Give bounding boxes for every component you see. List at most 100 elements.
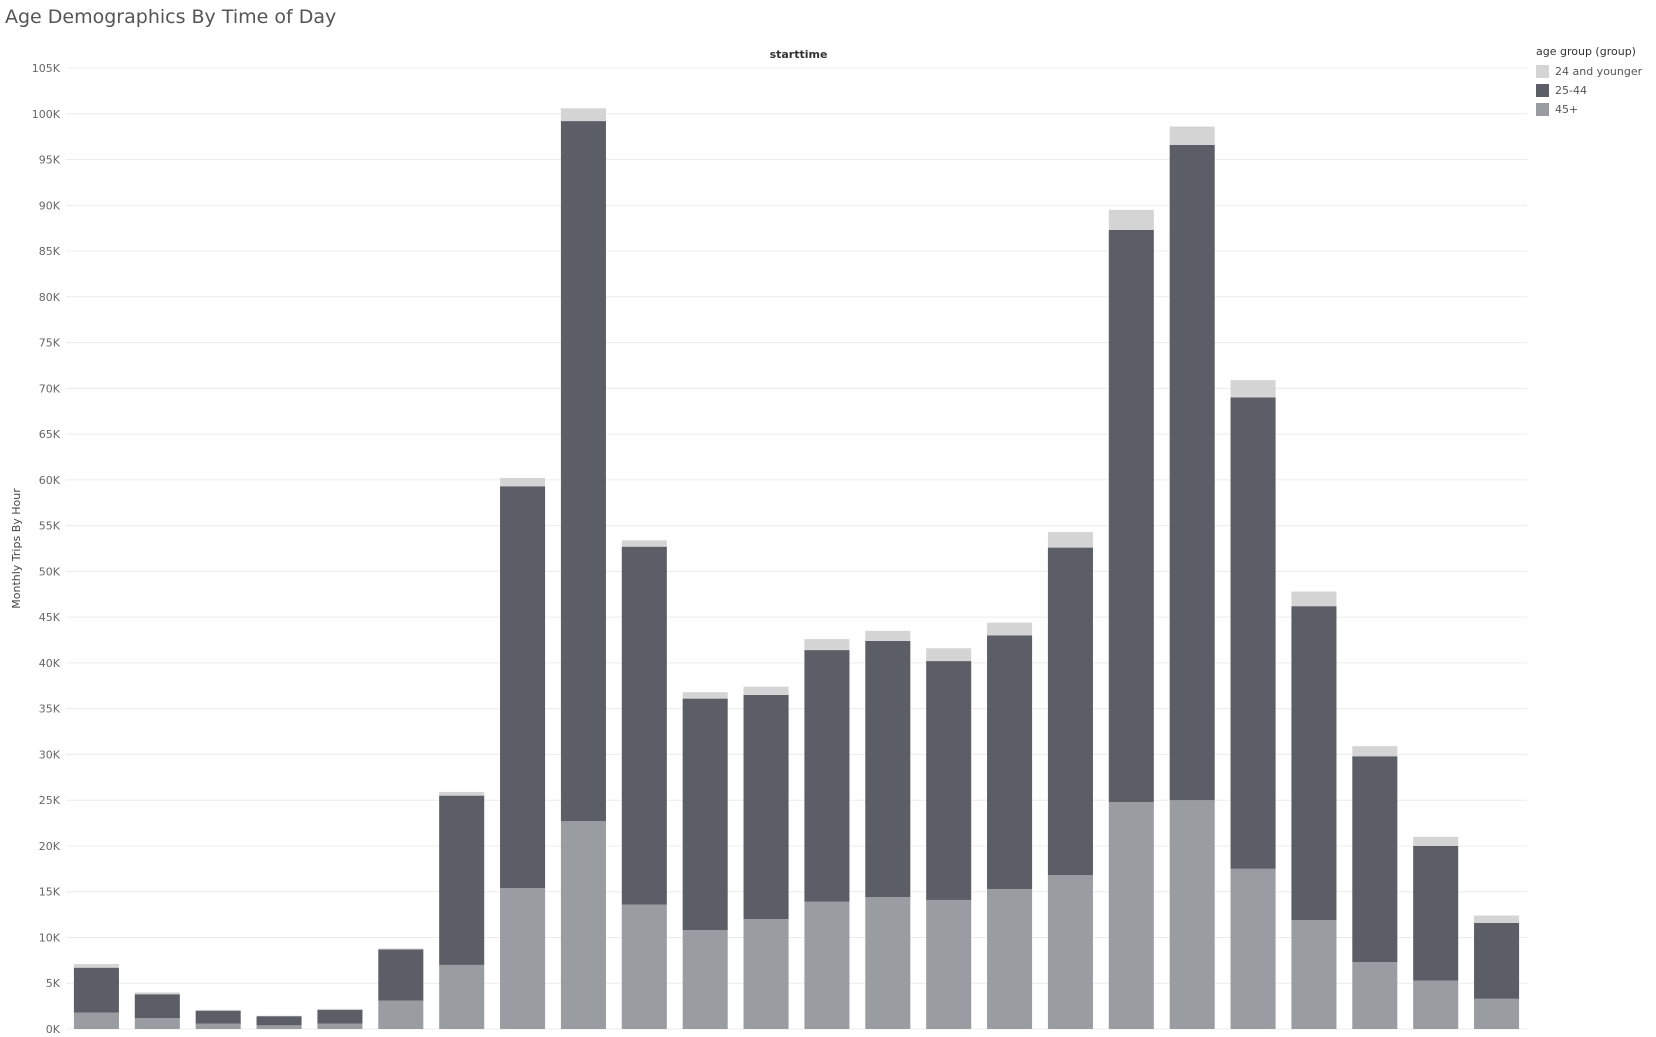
bar-segment-45-[interactable] <box>439 964 485 1029</box>
bar-segment-45-[interactable] <box>1230 868 1276 1029</box>
bar-segment-45-[interactable] <box>195 1023 241 1029</box>
bar-segment-24-and-younger[interactable] <box>804 639 850 651</box>
bar-segment-24-and-younger[interactable] <box>865 630 911 641</box>
bar-segment-25-44[interactable] <box>1474 922 1520 999</box>
bar-segment-24-and-younger[interactable] <box>378 948 424 950</box>
bar-segment-24-and-younger[interactable] <box>73 964 119 968</box>
y-tick-label: 85K <box>39 245 61 258</box>
y-tick-label: 10K <box>39 931 61 944</box>
column-header: starttime <box>770 48 828 61</box>
legend-item[interactable]: 25-44 <box>1536 81 1654 100</box>
bar-segment-24-and-younger[interactable] <box>1291 591 1337 607</box>
legend-label: 45+ <box>1555 103 1579 116</box>
bar-segment-25-44[interactable] <box>682 698 728 931</box>
bar-segment-45-[interactable] <box>500 888 546 1029</box>
bar-segment-45-[interactable] <box>317 1023 363 1029</box>
y-tick-label: 55K <box>39 520 61 533</box>
y-axis: 0K 5K 10K 15K 20K 25K 30K 35K 40K 45K 50K 55K 60K 65K… <box>32 62 61 1036</box>
bar-segment-25-44[interactable] <box>1291 606 1337 921</box>
y-gridlines <box>66 67 1527 1030</box>
bar-segment-24-and-younger[interactable] <box>1108 209 1154 230</box>
legend-item[interactable]: 24 and younger <box>1536 62 1654 81</box>
legend-items: 24 and younger 25-44 45+ <box>1536 62 1654 119</box>
bar-segment-45-[interactable] <box>1291 920 1337 1029</box>
bar-segment-25-44[interactable] <box>317 1009 363 1024</box>
bar-segment-24-and-younger[interactable] <box>743 686 789 695</box>
y-tick-label: 25K <box>39 794 61 807</box>
bar-segment-25-44[interactable] <box>804 650 850 902</box>
bar-segment-24-and-younger[interactable] <box>439 791 485 796</box>
bar-segment-25-44[interactable] <box>134 994 180 1019</box>
bar-segment-25-44[interactable] <box>865 640 911 898</box>
legend-swatch <box>1536 84 1549 97</box>
bar-segment-45-[interactable] <box>378 1000 424 1029</box>
bar-segment-25-44[interactable] <box>987 635 1033 889</box>
bar-segment-45-[interactable] <box>1352 962 1398 1029</box>
bar-segment-24-and-younger[interactable] <box>987 622 1033 636</box>
bar-segment-24-and-younger[interactable] <box>1047 532 1093 548</box>
bar-segment-24-and-younger[interactable] <box>1474 915 1520 923</box>
bar-segment-24-and-younger[interactable] <box>195 1009 241 1011</box>
bar-segment-24-and-younger[interactable] <box>500 478 546 487</box>
bar-segment-45-[interactable] <box>73 1012 119 1029</box>
bar-segment-45-[interactable] <box>1413 980 1459 1029</box>
y-tick-label: 60K <box>39 474 61 487</box>
bar-segment-45-[interactable] <box>560 821 606 1029</box>
bar-segment-24-and-younger[interactable] <box>1230 380 1276 398</box>
bar-segment-25-44[interactable] <box>195 1010 241 1024</box>
y-tick-label: 35K <box>39 703 61 716</box>
bar-segment-24-and-younger[interactable] <box>621 540 667 547</box>
y-tick-label: 30K <box>39 748 61 761</box>
y-tick-label: 20K <box>39 840 61 853</box>
legend-item[interactable]: 45+ <box>1536 100 1654 119</box>
bar-segment-45-[interactable] <box>743 919 789 1029</box>
bar-segment-24-and-younger[interactable] <box>926 648 972 662</box>
bar-segment-24-and-younger[interactable] <box>134 992 180 995</box>
bar-segment-25-44[interactable] <box>256 1016 302 1026</box>
bar-segment-45-[interactable] <box>1047 875 1093 1029</box>
bar-segment-25-44[interactable] <box>743 694 789 920</box>
bar-segment-24-and-younger[interactable] <box>1169 126 1215 145</box>
bar-segment-45-[interactable] <box>1474 998 1520 1029</box>
y-tick-label: 0K <box>46 1023 61 1036</box>
bar-segment-45-[interactable] <box>1169 800 1215 1029</box>
bar-segment-25-44[interactable] <box>1230 397 1276 869</box>
bar-segment-45-[interactable] <box>926 899 972 1029</box>
bar-segment-25-44[interactable] <box>378 949 424 1001</box>
bar-segment-45-[interactable] <box>987 888 1033 1029</box>
bar-segment-45-[interactable] <box>682 930 728 1029</box>
bar-segment-45-[interactable] <box>256 1025 302 1029</box>
bar-segment-25-44[interactable] <box>1169 144 1215 801</box>
legend: age group (group) 24 and younger 25-44 45+ <box>1536 45 1654 119</box>
bars <box>73 108 1520 1029</box>
bar-segment-25-44[interactable] <box>1413 845 1459 981</box>
bar-segment-25-44[interactable] <box>1352 756 1398 963</box>
bar-segment-45-[interactable] <box>1108 802 1154 1029</box>
bar-segment-25-44[interactable] <box>560 121 606 822</box>
legend-label: 25-44 <box>1555 84 1587 97</box>
y-tick-label: 105K <box>32 62 61 75</box>
y-tick-label: 70K <box>39 382 61 395</box>
y-tick-label: 100K <box>32 108 61 121</box>
legend-swatch <box>1536 65 1549 78</box>
bar-segment-25-44[interactable] <box>1047 547 1093 876</box>
bar-segment-24-and-younger[interactable] <box>682 692 728 699</box>
bar-segment-24-and-younger[interactable] <box>1413 836 1459 846</box>
bar-segment-45-[interactable] <box>865 897 911 1029</box>
bar-segment-25-44[interactable] <box>439 795 485 965</box>
bar-segment-24-and-younger[interactable] <box>317 1008 363 1010</box>
bar-segment-24-and-younger[interactable] <box>1352 746 1398 757</box>
bar-segment-25-44[interactable] <box>73 967 119 1013</box>
bar-segment-45-[interactable] <box>621 904 667 1029</box>
y-tick-label: 5K <box>46 977 61 990</box>
bar-segment-25-44[interactable] <box>926 661 972 900</box>
bar-segment-25-44[interactable] <box>621 546 667 905</box>
bar-segment-45-[interactable] <box>804 901 850 1029</box>
bar-segment-24-and-younger[interactable] <box>560 108 606 122</box>
legend-label: 24 and younger <box>1555 65 1643 78</box>
bar-segment-25-44[interactable] <box>1108 229 1154 803</box>
bar-segment-45-[interactable] <box>134 1018 180 1029</box>
bar-segment-25-44[interactable] <box>500 486 546 889</box>
chart-title: Age Demographics By Time of Day <box>5 6 337 28</box>
